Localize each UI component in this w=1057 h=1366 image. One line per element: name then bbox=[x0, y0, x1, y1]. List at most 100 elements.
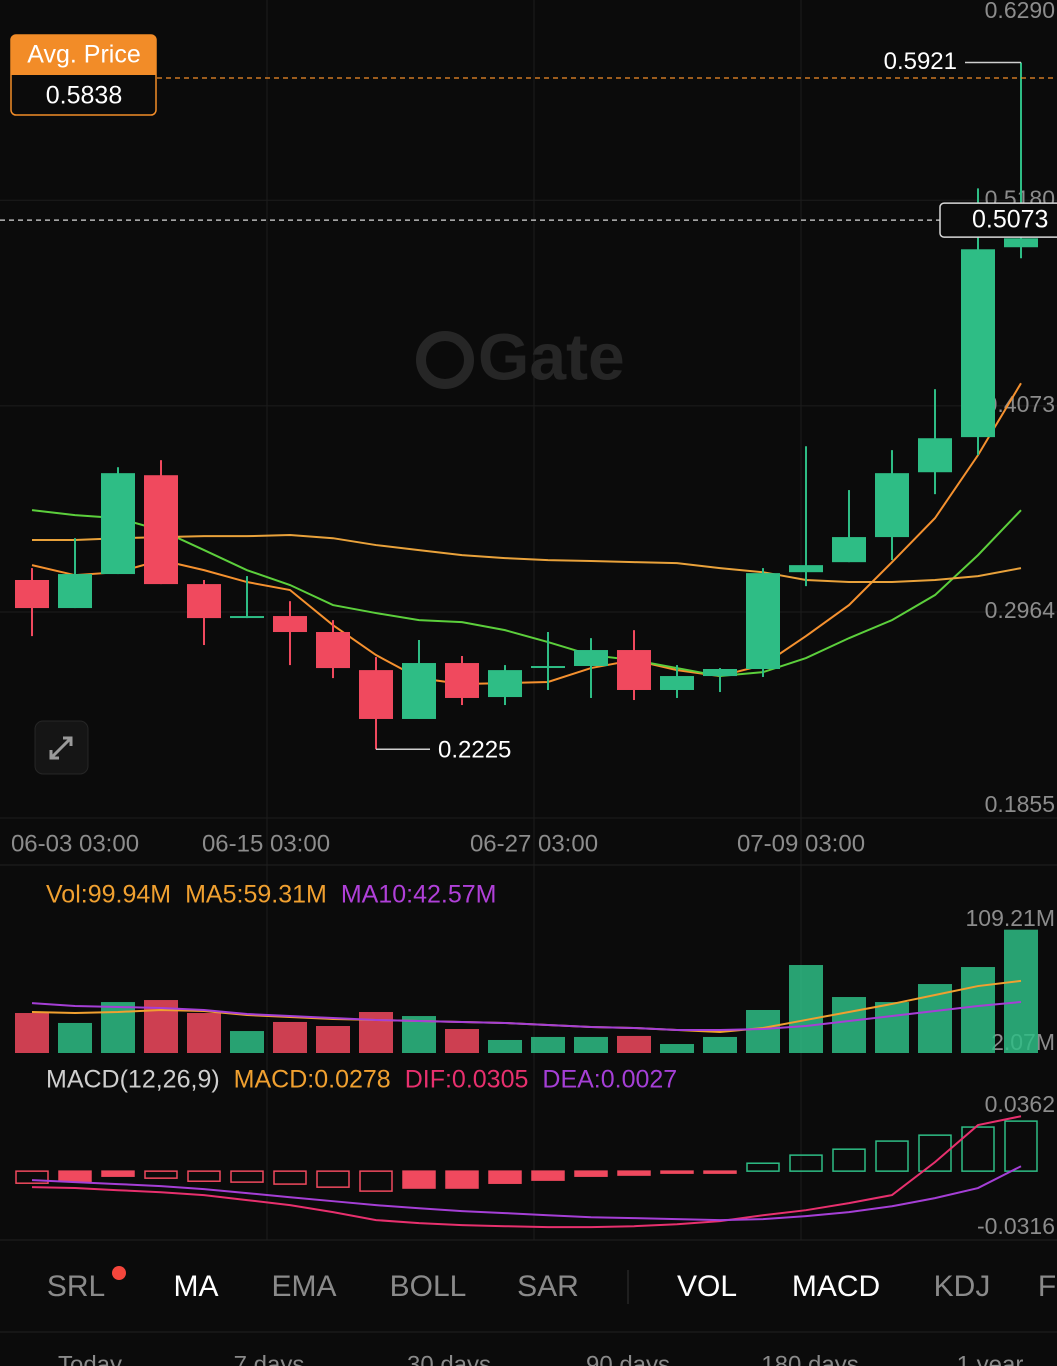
macd-bar bbox=[316, 1170, 350, 1188]
avg-price-value: 0.5838 bbox=[46, 82, 122, 110]
indicator-tab[interactable]: SAR bbox=[517, 1270, 579, 1303]
range-tab[interactable]: 7 days bbox=[234, 1351, 305, 1366]
legend-item: Vol:99.94M bbox=[46, 881, 171, 909]
legend-item: DEA:0.0027 bbox=[542, 1066, 677, 1094]
candle-body bbox=[488, 670, 522, 698]
candle-body bbox=[187, 584, 221, 619]
volume-bar bbox=[574, 1036, 608, 1053]
candle-body bbox=[617, 650, 651, 690]
macd-bar bbox=[15, 1170, 49, 1184]
candle-body bbox=[230, 616, 264, 619]
candle-body bbox=[703, 668, 737, 677]
y-tick-label: 0.2964 bbox=[985, 597, 1056, 623]
range-tab[interactable]: 30 days bbox=[407, 1351, 491, 1366]
macd-bar bbox=[445, 1170, 479, 1189]
candle-body bbox=[316, 632, 350, 669]
range-tab[interactable]: Today bbox=[58, 1351, 122, 1366]
range-tab[interactable]: 1 year bbox=[957, 1351, 1024, 1366]
indicator-tab[interactable]: MACD bbox=[792, 1270, 880, 1303]
range-tab[interactable]: 90 days bbox=[586, 1351, 670, 1366]
candle-body bbox=[402, 663, 436, 719]
watermark: Gate bbox=[416, 319, 625, 393]
volume-bar bbox=[832, 997, 866, 1053]
macd-bar bbox=[101, 1170, 135, 1177]
indicator-tab[interactable]: KDJ bbox=[934, 1270, 991, 1303]
macd-bar bbox=[144, 1170, 178, 1179]
macd-bar bbox=[230, 1170, 264, 1183]
indicator-line bbox=[31, 1115, 1022, 1229]
legend-item: MA5:59.31M bbox=[185, 881, 327, 909]
macd-bar bbox=[617, 1170, 651, 1176]
avg-price-title: Avg. Price bbox=[27, 41, 140, 69]
volume-bar bbox=[531, 1036, 565, 1053]
legend-item: MACD:0.0278 bbox=[234, 1066, 391, 1094]
candle-body bbox=[875, 473, 909, 538]
x-tick-label: 07-09 03:00 bbox=[737, 830, 865, 857]
volume-bar bbox=[488, 1039, 522, 1053]
macd-bar bbox=[488, 1170, 522, 1184]
macd-bar bbox=[961, 1126, 995, 1172]
volume-bar bbox=[1004, 929, 1038, 1053]
y-tick-label: 0.6290 bbox=[985, 0, 1055, 23]
volume-bar bbox=[101, 1002, 135, 1053]
indicator-tab[interactable]: MA bbox=[174, 1270, 219, 1303]
indicator-line bbox=[31, 509, 1022, 678]
y-tick-label: 0.1855 bbox=[985, 791, 1055, 817]
last-price-tag bbox=[939, 202, 1057, 238]
candle-body bbox=[832, 537, 866, 563]
indicator-tab[interactable]: F bbox=[1038, 1270, 1056, 1303]
range-tab[interactable]: 180 days bbox=[761, 1351, 858, 1366]
indicator-tab[interactable]: EMA bbox=[271, 1270, 336, 1303]
watermark-text: Gate bbox=[478, 319, 625, 393]
candle-body bbox=[144, 475, 178, 585]
volume-bar bbox=[703, 1036, 737, 1053]
candle-body bbox=[58, 574, 92, 609]
macd-bar bbox=[187, 1170, 221, 1182]
last-price-value: 0.5073 bbox=[972, 206, 1048, 234]
volume-bar bbox=[316, 1025, 350, 1053]
x-tick-label: 06-15 03:00 bbox=[202, 830, 330, 857]
legend-item: MACD(12,26,9) bbox=[46, 1066, 220, 1094]
macd-bar bbox=[660, 1170, 694, 1174]
candle-body bbox=[531, 666, 565, 669]
candle-body bbox=[445, 663, 479, 698]
indicator-line bbox=[31, 1165, 1022, 1222]
low-label: 0.2225 bbox=[438, 737, 511, 764]
volume-bar bbox=[617, 1035, 651, 1053]
macd-bar bbox=[531, 1170, 565, 1181]
candle-body bbox=[15, 579, 49, 609]
macd-bar bbox=[918, 1134, 952, 1172]
legend-item: MA10:42.57M bbox=[341, 881, 497, 909]
indicator-tab[interactable]: BOLL bbox=[390, 1270, 467, 1303]
legend-item: DIF:0.0305 bbox=[405, 1066, 529, 1094]
macd-bar bbox=[574, 1170, 608, 1177]
y-tick-label: 0.0362 bbox=[985, 1091, 1055, 1117]
macd-bar bbox=[359, 1170, 393, 1192]
macd-bar bbox=[789, 1154, 823, 1172]
macd-bar bbox=[832, 1148, 866, 1172]
candle-body bbox=[918, 438, 952, 473]
macd-bar bbox=[703, 1170, 737, 1174]
expand-icon bbox=[49, 736, 73, 760]
y-tick-label: -0.0316 bbox=[977, 1213, 1055, 1239]
volume-bar bbox=[875, 1002, 909, 1053]
indicator-tab[interactable]: SRL bbox=[47, 1270, 105, 1303]
x-tick-label: 06-27 03:00 bbox=[470, 830, 598, 857]
indicator-tab[interactable]: VOL bbox=[677, 1270, 737, 1303]
candle-body bbox=[101, 473, 135, 575]
candle-body bbox=[746, 573, 780, 669]
macd-bar bbox=[58, 1170, 92, 1182]
volume-bar bbox=[660, 1044, 694, 1053]
indicator-line bbox=[31, 1000, 1022, 1032]
high-label: 0.5921 bbox=[884, 48, 957, 75]
volume-bar bbox=[359, 1012, 393, 1053]
volume-bar bbox=[187, 1013, 221, 1053]
volume-bar bbox=[15, 1013, 49, 1053]
macd-bar bbox=[875, 1140, 909, 1172]
macd-bar bbox=[746, 1162, 780, 1172]
expand-button[interactable] bbox=[34, 720, 89, 775]
volume-bar bbox=[58, 1022, 92, 1053]
candle-body bbox=[359, 670, 393, 719]
